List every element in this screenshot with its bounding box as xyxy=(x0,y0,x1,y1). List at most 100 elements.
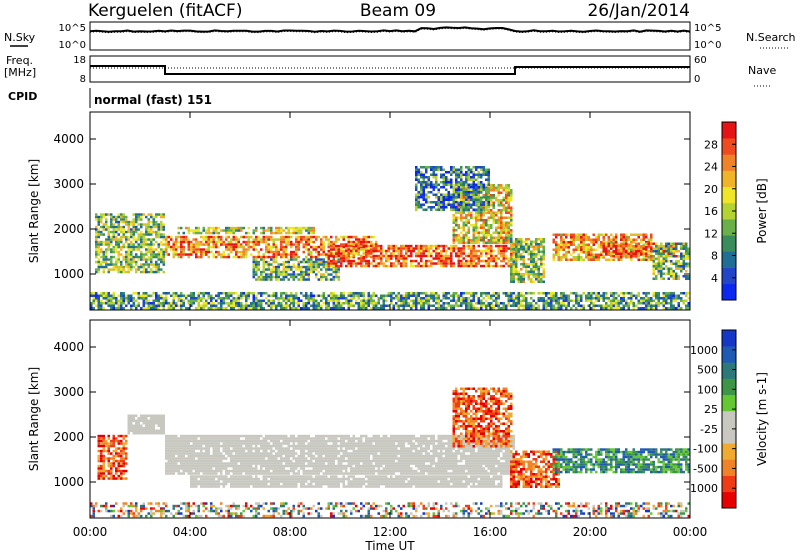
power-cell xyxy=(328,243,331,246)
power-cell xyxy=(460,262,463,265)
power-cell xyxy=(348,238,351,241)
power-cell xyxy=(225,248,228,251)
power-cell xyxy=(213,305,216,308)
power-cell xyxy=(153,218,156,221)
power-cell xyxy=(338,278,341,281)
power-cell xyxy=(590,239,593,242)
velocity-cell xyxy=(180,447,183,450)
power-cell xyxy=(643,248,646,251)
power-cell xyxy=(428,201,431,204)
power-cell xyxy=(450,260,453,263)
power-cell xyxy=(150,221,153,224)
power-cell xyxy=(250,246,253,249)
power-cell xyxy=(103,261,106,264)
power-cell xyxy=(448,260,451,263)
power-cell xyxy=(565,241,568,244)
power-cell xyxy=(338,297,341,300)
power-cell xyxy=(480,189,483,192)
power-cell xyxy=(158,263,161,266)
power-cell xyxy=(678,265,681,268)
power-cell xyxy=(613,259,616,262)
power-cell xyxy=(575,295,578,298)
power-cell xyxy=(518,300,521,303)
power-cell xyxy=(100,226,103,229)
power-cell xyxy=(123,216,126,219)
power-cell xyxy=(548,302,551,305)
power-cell xyxy=(218,292,221,295)
power-cell xyxy=(558,249,561,252)
power-cell xyxy=(618,245,621,248)
power-cell xyxy=(383,297,386,300)
power-cell xyxy=(400,257,403,260)
power-cell xyxy=(435,196,438,199)
power-cell xyxy=(523,246,526,249)
power-cell xyxy=(373,255,376,257)
power-cell xyxy=(645,295,648,298)
power-cell xyxy=(145,233,148,236)
power-cell xyxy=(485,191,488,194)
power-cell xyxy=(228,302,231,305)
power-cell xyxy=(165,246,168,249)
power-cell xyxy=(475,174,478,177)
power-cell xyxy=(495,197,498,200)
power-cell xyxy=(583,307,586,310)
power-cell xyxy=(368,236,371,239)
power-cell xyxy=(93,295,96,298)
power-cell xyxy=(145,253,148,256)
power-cell xyxy=(338,295,341,298)
power-cell xyxy=(168,236,171,239)
power-cell xyxy=(528,263,531,266)
power-cell xyxy=(360,241,363,244)
power-cell xyxy=(288,266,291,269)
power-cell xyxy=(268,246,271,249)
power-cell xyxy=(605,307,608,310)
power-cell xyxy=(135,271,138,274)
power-cell xyxy=(495,257,498,260)
power-cell xyxy=(485,194,488,197)
power-cell xyxy=(143,297,146,300)
power-cell xyxy=(548,292,551,295)
power-cell xyxy=(375,255,378,257)
power-cell xyxy=(503,209,506,212)
power-cell xyxy=(128,256,131,258)
power-cell xyxy=(665,292,668,295)
power-cell xyxy=(125,266,128,269)
power-cell xyxy=(475,242,478,245)
power-cell xyxy=(525,302,528,305)
power-cell xyxy=(430,295,433,298)
power-cell xyxy=(325,253,328,256)
power-cell xyxy=(565,307,568,310)
power-cell xyxy=(280,248,283,251)
power-cell xyxy=(508,199,511,202)
power-cell xyxy=(318,266,321,269)
power-cell xyxy=(260,276,263,279)
power-cell xyxy=(678,260,681,263)
power-cell xyxy=(95,261,98,264)
power-cell xyxy=(588,244,591,247)
power-cell xyxy=(200,300,203,303)
power-cell xyxy=(158,213,161,216)
power-cell xyxy=(463,212,466,215)
power-cell xyxy=(343,255,346,257)
power-cell xyxy=(633,255,636,258)
power-cell xyxy=(160,251,163,254)
power-cell xyxy=(498,305,501,308)
power-cell xyxy=(645,292,648,295)
power-cell xyxy=(163,228,166,231)
power-cell xyxy=(278,227,281,230)
velocity-cell xyxy=(178,437,181,440)
power-cell xyxy=(318,271,321,274)
power-cell xyxy=(173,295,176,298)
velocity-cell xyxy=(130,422,133,425)
power-cell xyxy=(395,302,398,305)
power-cell xyxy=(155,261,158,264)
power-cell xyxy=(320,241,323,244)
power-cell xyxy=(538,278,541,281)
power-cell xyxy=(478,199,481,202)
power-cell xyxy=(323,258,326,261)
power-cell xyxy=(418,204,421,207)
power-cell xyxy=(543,253,546,256)
power-cell xyxy=(680,292,683,295)
velocity-cell xyxy=(165,445,168,448)
power-cell xyxy=(245,251,248,254)
